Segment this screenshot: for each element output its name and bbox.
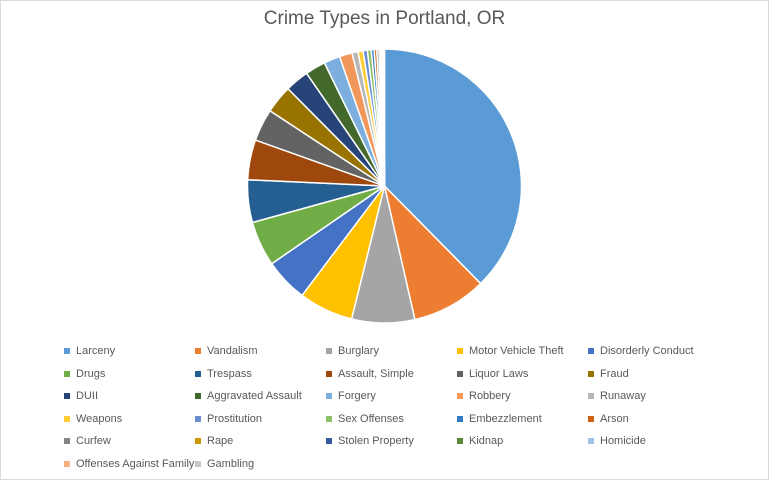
legend-item: Offenses Against Family — [64, 453, 195, 476]
legend-swatch — [588, 438, 594, 445]
legend-swatch — [588, 415, 594, 422]
legend-swatch — [195, 438, 201, 445]
legend-label: Stolen Property — [338, 435, 414, 448]
legend-label: Curfew — [76, 435, 111, 448]
legend-label: Drugs — [76, 367, 106, 380]
legend-label: Vandalism — [207, 345, 258, 358]
legend-item: Forgery — [326, 385, 457, 408]
legend-swatch — [195, 348, 201, 355]
legend-swatch — [588, 393, 594, 400]
legend-label: Forgery — [338, 390, 376, 403]
legend-item: Burglary — [326, 340, 457, 363]
legend-item: Trespass — [195, 363, 326, 386]
legend-swatch — [457, 393, 463, 400]
legend-item: DUII — [64, 385, 195, 408]
legend: Larceny Vandalism Burglary Motor Vehicle Th… — [64, 340, 764, 475]
legend-swatch — [64, 438, 70, 445]
legend-item: Prostitution — [195, 408, 326, 431]
legend-item: Liquor Laws — [457, 363, 588, 386]
legend-swatch — [64, 415, 70, 422]
legend-label: Assault, Simple — [338, 367, 414, 380]
legend-item: Robbery — [457, 385, 588, 408]
legend-swatch — [64, 348, 70, 355]
legend-swatch — [195, 393, 201, 400]
legend-item: Aggravated Assault — [195, 385, 326, 408]
legend-item: Homicide — [588, 430, 719, 453]
legend-label: Rape — [207, 435, 234, 448]
legend-swatch — [64, 370, 70, 377]
legend-label: Trespass — [207, 367, 252, 380]
legend-item: Weapons — [64, 408, 195, 431]
legend-item: Gambling — [195, 453, 326, 476]
legend-label: Motor Vehicle Theft — [469, 345, 564, 358]
legend-label: Prostitution — [207, 412, 263, 425]
legend-label: Kidnap — [469, 435, 504, 448]
legend-swatch — [457, 348, 463, 355]
legend-label: Robbery — [469, 390, 511, 403]
legend-label: Gambling — [207, 457, 255, 470]
chart-title: Crime Types in Portland, OR — [263, 8, 506, 29]
legend-item: Embezzlement — [457, 408, 588, 431]
legend-swatch — [326, 393, 332, 400]
legend-label: Homicide — [600, 435, 646, 448]
legend-swatch — [457, 438, 463, 445]
pie-slice-larceny — [383, 48, 523, 285]
legend-item: Sex Offenses — [326, 408, 457, 431]
legend-item: Curfew — [64, 430, 195, 453]
legend-label: Burglary — [338, 345, 379, 358]
legend-item: Arson — [588, 408, 719, 431]
legend-swatch — [588, 348, 594, 355]
legend-item: Motor Vehicle Theft — [457, 340, 588, 363]
legend-label: Aggravated Assault — [207, 390, 302, 403]
legend-swatch — [195, 415, 201, 422]
legend-swatch — [457, 370, 463, 377]
legend-label: Runaway — [600, 390, 646, 403]
legend-item: Kidnap — [457, 430, 588, 453]
legend-swatch — [195, 460, 201, 467]
legend-swatch — [457, 415, 463, 422]
legend-swatch — [588, 370, 594, 377]
legend-swatch — [326, 438, 332, 445]
legend-item: Drugs — [64, 363, 195, 386]
legend-label: Weapons — [76, 412, 123, 425]
legend-swatch — [64, 393, 70, 400]
legend-swatch — [195, 370, 201, 377]
legend-swatch — [326, 348, 332, 355]
legend-swatch — [326, 415, 332, 422]
legend-label: Liquor Laws — [469, 367, 529, 380]
legend-item: Fraud — [588, 363, 719, 386]
legend-item: Rape — [195, 430, 326, 453]
legend-item: Vandalism — [195, 340, 326, 363]
legend-label: Sex Offenses — [338, 412, 404, 425]
legend-item: Disorderly Conduct — [588, 340, 719, 363]
legend-label: Larceny — [76, 345, 116, 358]
legend-label: Embezzlement — [469, 412, 542, 425]
legend-item: Larceny — [64, 340, 195, 363]
legend-item: Assault, Simple — [326, 363, 457, 386]
legend-label: Offenses Against Family — [76, 457, 195, 470]
legend-label: DUII — [76, 390, 98, 403]
legend-label: Arson — [600, 412, 629, 425]
legend-item: Runaway — [588, 385, 719, 408]
legend-swatch — [64, 460, 70, 467]
legend-item: Stolen Property — [326, 430, 457, 453]
legend-label: Disorderly Conduct — [600, 345, 694, 358]
legend-swatch — [326, 370, 332, 377]
legend-label: Fraud — [600, 367, 629, 380]
